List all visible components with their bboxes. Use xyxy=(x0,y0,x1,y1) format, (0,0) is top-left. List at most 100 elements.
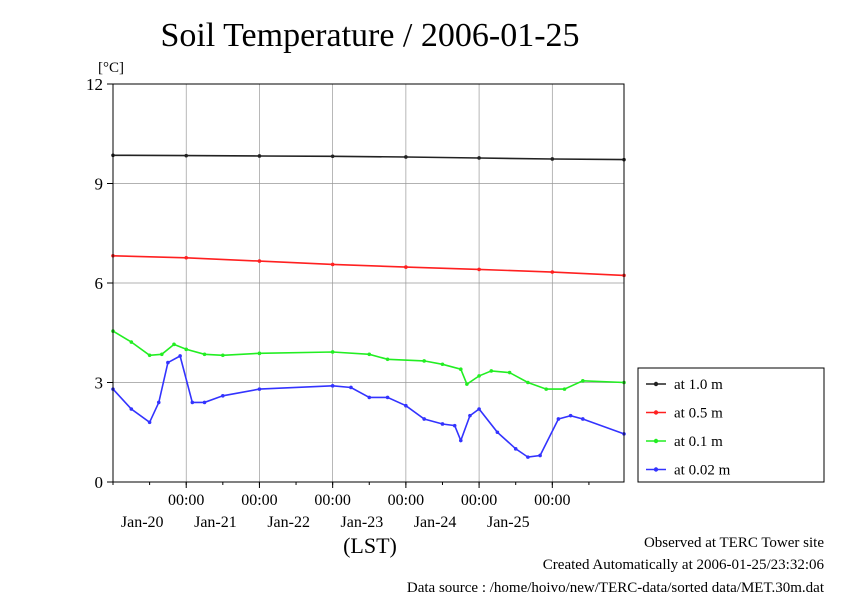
data-point xyxy=(465,382,469,386)
data-point xyxy=(330,350,335,354)
x-tick-time-label: 00:00 xyxy=(461,492,497,509)
data-point xyxy=(440,362,445,367)
data-point xyxy=(221,393,225,398)
data-point xyxy=(477,267,481,272)
data-point xyxy=(458,438,463,443)
legend-swatch-dot xyxy=(653,410,659,415)
x-tick-date-label: Jan-23 xyxy=(341,514,384,531)
data-point xyxy=(422,359,426,363)
data-point xyxy=(507,370,512,375)
series-line xyxy=(112,354,625,458)
data-point xyxy=(477,374,481,378)
data-point xyxy=(257,259,262,263)
data-point xyxy=(526,455,530,459)
data-point xyxy=(129,407,134,411)
data-point xyxy=(172,342,176,347)
data-point xyxy=(257,154,262,158)
observed-note: Observed at TERC Tower site xyxy=(643,535,824,551)
series-line xyxy=(112,255,625,277)
data-point xyxy=(404,265,408,269)
data-point xyxy=(367,352,372,357)
data-point xyxy=(440,422,445,426)
data-point xyxy=(422,417,426,421)
data-point xyxy=(562,387,567,391)
data-point xyxy=(257,351,262,356)
data-point xyxy=(184,347,189,352)
x-tick-time-label: 00:00 xyxy=(314,492,350,509)
data-point xyxy=(330,154,335,159)
data-point xyxy=(568,413,573,418)
y-tick-label: 6 xyxy=(95,274,104,293)
legend: at 1.0 m at 0.5 m at 0.1 m at 0.02 m xyxy=(637,367,825,483)
chart-title: Soil Temperature / 2006-01-25 xyxy=(160,17,579,54)
x-tick-date-label: Jan-24 xyxy=(414,514,457,531)
data-point xyxy=(526,380,530,385)
legend-swatch-dot xyxy=(653,438,659,444)
data-point xyxy=(468,413,472,418)
series-at-1-0-m xyxy=(111,153,626,162)
axis-ticks: 03691200:00Jan-2000:00Jan-2100:00Jan-220… xyxy=(86,75,590,531)
legend-swatch-dot xyxy=(653,381,659,387)
data-source-note: Data source : /home/hoivo/new/TERC-data/… xyxy=(406,580,824,596)
y-tick-label: 12 xyxy=(86,75,103,94)
data-point xyxy=(367,395,372,400)
x-tick-time-label: 00:00 xyxy=(168,492,204,509)
x-tick-date-label: Jan-22 xyxy=(267,514,310,531)
data-point xyxy=(330,384,335,388)
legend-swatch-dot xyxy=(653,467,659,472)
data-point xyxy=(404,403,408,408)
data-point xyxy=(581,379,585,383)
grid-lines xyxy=(113,83,624,483)
series-layer xyxy=(111,153,626,459)
data-point xyxy=(190,400,195,405)
legend-entry-label: at 0.5 m xyxy=(674,406,723,422)
data-point xyxy=(477,407,481,411)
data-point xyxy=(184,255,189,260)
x-tick-time-label: 00:00 xyxy=(241,492,277,509)
series-line xyxy=(112,154,625,161)
data-point xyxy=(452,423,457,428)
series-at-0-1-m xyxy=(111,329,626,391)
x-tick-time-label: 00:00 xyxy=(388,492,424,509)
data-point xyxy=(489,369,494,373)
series-line xyxy=(112,330,625,390)
data-point xyxy=(477,156,481,160)
data-point xyxy=(495,430,500,435)
data-point xyxy=(147,420,152,425)
legend-entry-label: at 0.02 m xyxy=(674,463,731,479)
legend-entry-label: at 0.1 m xyxy=(674,434,723,450)
data-point xyxy=(202,352,207,357)
x-axis-title: (LST) xyxy=(343,533,397,558)
data-point xyxy=(129,340,134,344)
data-point xyxy=(202,400,207,405)
data-point xyxy=(513,447,518,451)
data-point xyxy=(550,157,555,161)
series-at-0-02-m xyxy=(111,354,626,459)
x-tick-date-label: Jan-20 xyxy=(121,514,164,531)
data-point xyxy=(156,400,161,405)
data-point xyxy=(404,155,408,159)
data-point xyxy=(385,395,390,400)
legend-entry-label: at 1.0 m xyxy=(674,377,723,393)
y-axis-unit-label: [°C] xyxy=(98,60,124,76)
data-point xyxy=(544,387,549,391)
data-point xyxy=(550,270,555,274)
data-point xyxy=(147,353,152,358)
data-point xyxy=(458,367,463,372)
data-point xyxy=(221,353,225,358)
legend-box xyxy=(637,367,825,483)
x-tick-date-label: Jan-21 xyxy=(194,514,237,531)
x-tick-date-label: Jan-25 xyxy=(487,514,530,531)
data-point xyxy=(330,262,335,267)
data-point xyxy=(160,352,164,357)
data-point xyxy=(385,357,390,362)
data-point xyxy=(581,417,585,421)
data-point xyxy=(184,153,189,158)
data-point xyxy=(538,453,542,458)
data-point xyxy=(556,417,561,421)
y-tick-label: 0 xyxy=(95,473,104,492)
x-tick-time-label: 00:00 xyxy=(534,492,570,509)
created-note: Created Automatically at 2006-01-25/23:3… xyxy=(542,557,824,573)
plot-frame xyxy=(112,83,625,483)
